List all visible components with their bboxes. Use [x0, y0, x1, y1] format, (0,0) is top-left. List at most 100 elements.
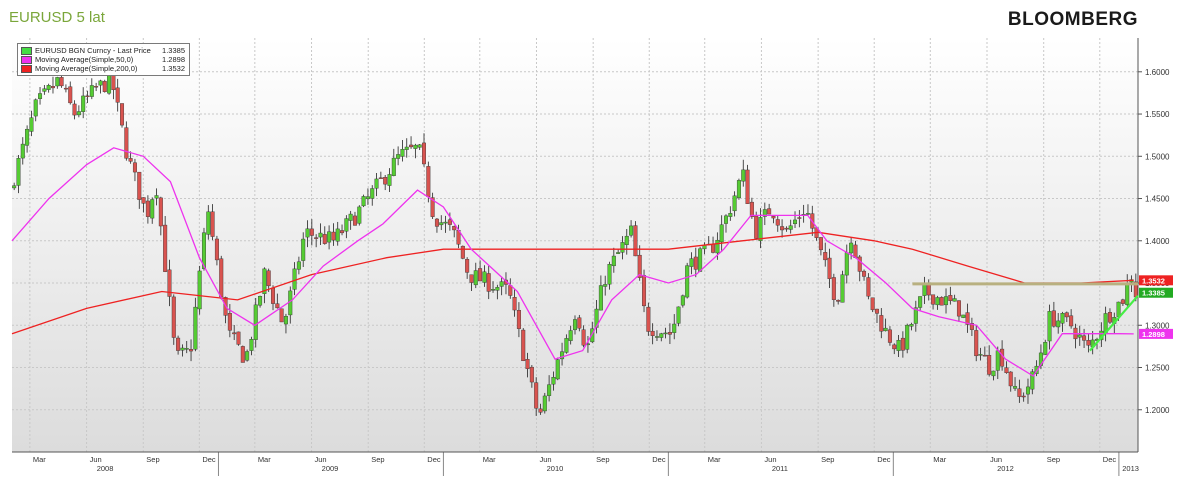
- candle-down: [447, 219, 452, 225]
- candle-down: [378, 177, 383, 179]
- candle-up: [318, 232, 323, 238]
- candle-down: [534, 382, 539, 409]
- candle-down: [1004, 367, 1009, 373]
- candle-up: [805, 213, 810, 215]
- candle-down: [322, 234, 327, 244]
- chart-legend: EURUSD BGN Curncy - Last Price 1.3385 Mo…: [17, 43, 190, 76]
- candle-down: [948, 295, 953, 301]
- candle-down: [383, 177, 388, 185]
- candle-down: [797, 217, 802, 219]
- candle-down: [1120, 299, 1125, 304]
- candle-down: [771, 215, 776, 219]
- candle-up: [616, 252, 621, 254]
- candle-down: [818, 237, 823, 251]
- y-tick-label: 1.5000: [1145, 152, 1170, 161]
- candle-down: [836, 299, 841, 302]
- candle-down: [870, 297, 875, 311]
- x-year-label: 2012: [997, 464, 1014, 473]
- candle-up: [913, 307, 918, 324]
- candle-up: [495, 287, 500, 291]
- candle-down: [137, 171, 142, 200]
- candle-down: [314, 237, 319, 239]
- legend-label: Moving Average(Simple,200,0): [35, 64, 138, 73]
- candle-down: [767, 208, 772, 215]
- y-tick-label: 1.4500: [1145, 195, 1170, 204]
- candle-down: [115, 87, 120, 103]
- candle-down: [987, 355, 992, 375]
- candle-down: [1107, 312, 1112, 323]
- candle-up: [1077, 334, 1082, 338]
- candle-up: [357, 206, 362, 224]
- candle-up: [1116, 301, 1121, 317]
- legend-value: 1.3532: [162, 64, 185, 73]
- candle-down: [85, 95, 90, 98]
- candle-down: [900, 337, 905, 351]
- candle-up: [736, 180, 741, 199]
- x-month-label: Dec: [1103, 455, 1117, 464]
- candle-down: [892, 344, 897, 350]
- candle-down: [430, 197, 435, 217]
- candle-up: [624, 235, 629, 245]
- candle-down: [434, 218, 439, 227]
- candle-up: [482, 271, 487, 283]
- candle-up: [905, 324, 910, 350]
- y-tick-label: 1.3000: [1145, 321, 1170, 330]
- candle-down: [145, 200, 150, 217]
- candle-up: [391, 157, 396, 176]
- candle-down: [667, 332, 672, 335]
- candle-up: [659, 333, 664, 338]
- candle-down: [279, 308, 284, 323]
- x-year-label: 2011: [772, 464, 788, 473]
- candle-down: [1086, 340, 1091, 346]
- candle-up: [42, 88, 47, 92]
- candle-down: [693, 256, 698, 270]
- candle-down: [189, 349, 194, 352]
- candle-down: [866, 277, 871, 297]
- candle-up: [676, 306, 681, 324]
- candle-up: [555, 359, 560, 380]
- legend-label: Moving Average(Simple,50,0): [35, 55, 134, 64]
- candle-down: [120, 103, 125, 126]
- candle-up: [197, 270, 202, 310]
- candle-up: [896, 340, 901, 351]
- candle-up: [81, 95, 86, 112]
- candle-up: [154, 195, 159, 199]
- candle-down: [452, 226, 457, 231]
- candle-up: [400, 149, 405, 157]
- candle-up: [542, 395, 547, 412]
- candle-down: [879, 315, 884, 332]
- candle-down: [128, 158, 133, 162]
- candle-down: [309, 228, 314, 236]
- candle-down: [874, 308, 879, 314]
- candle-down: [857, 256, 862, 272]
- legend-swatch: [21, 46, 32, 55]
- x-month-label: Jun: [315, 455, 327, 464]
- candle-down: [1064, 312, 1069, 318]
- candle-down: [219, 258, 224, 298]
- candle-up: [305, 228, 310, 238]
- candle-down: [581, 329, 586, 346]
- candle-down: [784, 227, 789, 230]
- legend-swatch: [21, 55, 32, 64]
- legend-item-ma50: Moving Average(Simple,50,0) 1.2898: [21, 55, 185, 64]
- candle-up: [672, 323, 677, 333]
- legend-value: 1.2898: [162, 55, 185, 64]
- candle-down: [538, 408, 543, 413]
- candle-up: [961, 314, 966, 318]
- candle-down: [227, 313, 232, 331]
- candle-down: [956, 300, 961, 317]
- candle-up: [404, 146, 409, 150]
- candle-down: [240, 346, 245, 363]
- candle-up: [283, 316, 288, 325]
- x-month-label: Sep: [371, 455, 384, 464]
- ma50-line: [11, 147, 1134, 377]
- x-month-label: Jun: [764, 455, 776, 464]
- candle-up: [663, 332, 668, 335]
- candle-up: [952, 298, 957, 302]
- candle-down: [887, 329, 892, 343]
- candle-up: [396, 154, 401, 159]
- candle-down: [521, 329, 526, 362]
- candle-down: [460, 245, 465, 259]
- trend-line: [1089, 294, 1139, 352]
- candle-up: [89, 85, 94, 97]
